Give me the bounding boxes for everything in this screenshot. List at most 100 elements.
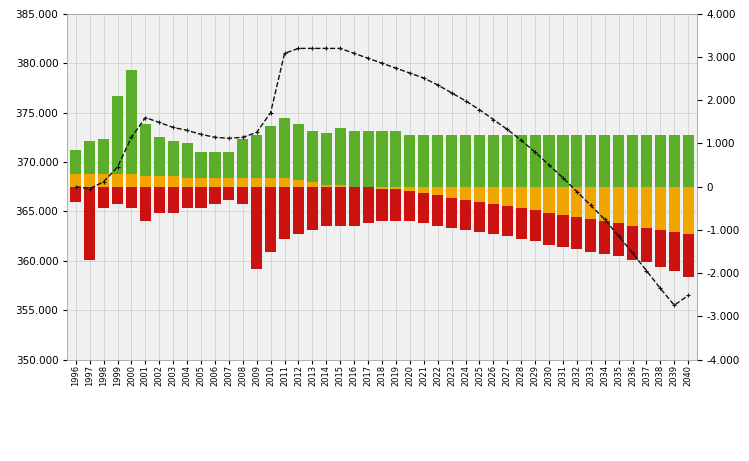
Bar	[557, 187, 568, 247]
Bar	[237, 139, 249, 178]
Bar	[488, 187, 499, 234]
Bar	[682, 135, 694, 187]
Bar	[112, 174, 123, 187]
Bar	[460, 135, 471, 187]
Bar	[669, 187, 680, 271]
Bar	[404, 187, 416, 221]
Bar	[154, 176, 165, 187]
Bar	[293, 180, 304, 187]
Bar	[168, 142, 179, 176]
Bar	[98, 174, 109, 187]
Bar	[112, 187, 123, 204]
Bar	[265, 187, 276, 252]
Bar	[279, 178, 290, 187]
Bar	[377, 187, 387, 189]
Bar	[655, 135, 666, 187]
Bar	[237, 178, 249, 187]
Bar	[223, 178, 234, 187]
Bar	[140, 187, 151, 221]
Bar	[195, 178, 207, 187]
Bar	[265, 126, 276, 178]
Bar	[126, 187, 137, 208]
Bar	[460, 187, 471, 200]
Bar	[669, 135, 680, 187]
Bar	[335, 184, 346, 187]
Bar	[599, 187, 610, 254]
Bar	[84, 187, 95, 260]
Bar	[195, 187, 207, 208]
Bar	[265, 178, 276, 187]
Bar	[530, 135, 541, 187]
Bar	[98, 139, 109, 174]
Bar	[627, 187, 638, 260]
Bar	[293, 187, 304, 234]
Bar	[70, 150, 82, 174]
Bar	[544, 187, 554, 213]
Bar	[502, 187, 513, 206]
Bar	[488, 135, 499, 187]
Bar	[627, 187, 638, 225]
Bar	[460, 187, 471, 230]
Bar	[530, 187, 541, 241]
Bar	[515, 187, 527, 239]
Bar	[210, 152, 220, 178]
Bar	[418, 187, 429, 224]
Bar	[377, 130, 387, 187]
Bar	[112, 96, 123, 174]
Bar	[474, 187, 485, 232]
Bar	[335, 187, 346, 225]
Bar	[682, 187, 694, 234]
Bar	[418, 135, 429, 187]
Bar	[655, 187, 666, 266]
Bar	[390, 130, 401, 187]
Bar	[98, 187, 109, 208]
Bar	[84, 174, 95, 187]
Bar	[474, 187, 485, 202]
Bar	[404, 135, 416, 187]
Bar	[321, 184, 332, 187]
Bar	[613, 135, 624, 187]
Bar	[641, 187, 652, 262]
Bar	[307, 130, 318, 183]
Bar	[502, 187, 513, 236]
Bar	[390, 187, 401, 189]
Bar	[655, 187, 666, 230]
Bar	[140, 176, 151, 187]
Bar	[446, 187, 457, 197]
Bar	[321, 133, 332, 184]
Bar	[627, 135, 638, 187]
Bar	[210, 187, 220, 204]
Bar	[237, 187, 249, 204]
Bar	[432, 135, 443, 187]
Bar	[363, 130, 374, 187]
Bar	[446, 135, 457, 187]
Bar	[557, 187, 568, 215]
Bar	[585, 135, 596, 187]
Bar	[474, 135, 485, 187]
Bar	[154, 187, 165, 213]
Bar	[530, 187, 541, 211]
Bar	[126, 174, 137, 187]
Bar	[446, 187, 457, 228]
Bar	[279, 187, 290, 239]
Bar	[488, 187, 499, 204]
Bar	[599, 187, 610, 221]
Bar	[181, 187, 192, 208]
Bar	[515, 135, 527, 187]
Bar	[404, 187, 416, 191]
Bar	[641, 187, 652, 228]
Bar	[251, 135, 262, 178]
Bar	[571, 187, 583, 217]
Bar	[515, 187, 527, 208]
Bar	[348, 187, 360, 225]
Bar	[348, 130, 360, 187]
Bar	[126, 70, 137, 174]
Bar	[251, 178, 262, 187]
Bar	[195, 152, 207, 178]
Bar	[544, 135, 554, 187]
Bar	[599, 135, 610, 187]
Bar	[669, 187, 680, 232]
Bar	[279, 118, 290, 178]
Bar	[140, 124, 151, 176]
Bar	[613, 187, 624, 256]
